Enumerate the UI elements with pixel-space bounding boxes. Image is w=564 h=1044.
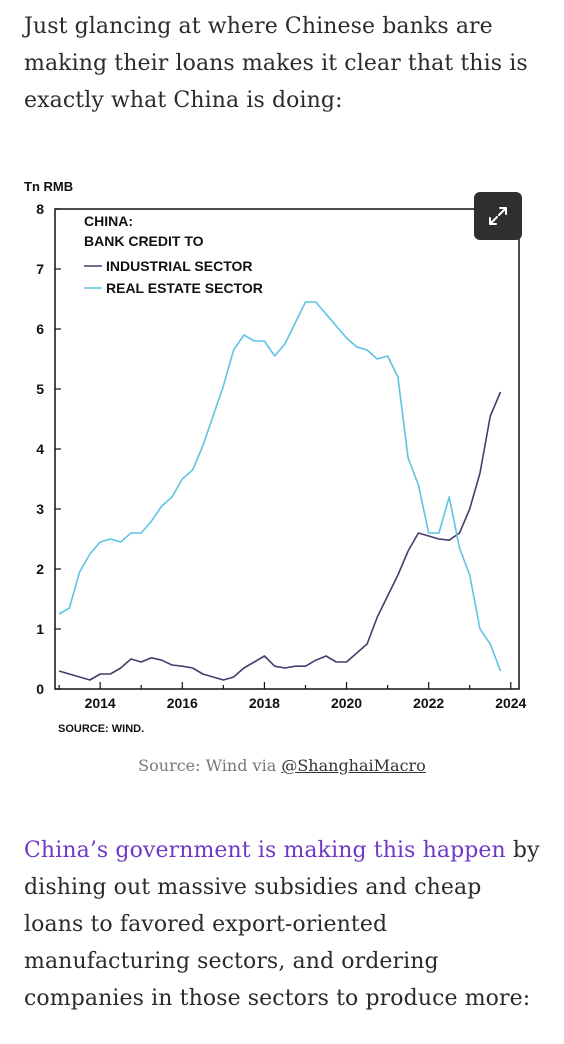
government-link[interactable]: China’s government is making this happen [24,838,506,863]
y-tick-label: 5 [36,381,44,397]
y-tick-label: 8 [36,201,44,217]
x-tick-label: 2024 [495,695,526,711]
series-lines [58,301,502,681]
bank-credit-chart: Tn RMB 0 1 2 3 4 5 6 7 8 2014 2016 2018 2020 2022 202… [24,179,527,735]
x-axis-ticks: 2014 2016 2018 2020 2022 2024 [58,682,527,711]
legend-title-line-1: CHINA: [84,213,133,229]
y-tick-label: 1 [36,621,44,637]
legend-label-industrial: INDUSTRIAL SECTOR [106,258,253,274]
y-tick-label: 2 [36,561,44,577]
y-tick-label: 0 [36,681,44,697]
y-axis-label: Tn RMB [24,179,73,194]
legend-title-line-2: BANK CREDIT TO [84,233,204,249]
y-tick-label: 7 [36,261,44,277]
y-axis-ticks: 0 1 2 3 4 5 6 7 8 [36,201,61,697]
legend: CHINA: BANK CREDIT TO INDUSTRIAL SECTOR … [84,213,263,296]
legend-label-real-estate: REAL ESTATE SECTOR [106,280,263,296]
x-tick-label: 2020 [331,695,362,711]
caption-source-link[interactable]: @ShanghaiMacro [281,756,426,775]
x-tick-label: 2018 [249,695,280,711]
chart-source-note: SOURCE: WIND. [58,723,144,735]
real-estate-sector-line [58,301,502,672]
y-tick-label: 6 [36,321,44,337]
chart-caption: Source: Wind via @ShanghaiMacro [0,756,564,775]
x-tick-label: 2014 [85,695,116,711]
caption-prefix: Source: Wind via [138,756,282,775]
expand-button[interactable] [474,192,522,240]
expand-icon [489,207,507,225]
y-tick-label: 3 [36,501,44,517]
body-paragraph: China’s government is making this happen… [24,832,544,1017]
body-text: by dishing out massive subsidies and che… [24,838,540,1011]
x-tick-label: 2016 [167,695,198,711]
industrial-sector-line [58,391,502,681]
x-tick-label: 2022 [413,695,444,711]
y-tick-label: 4 [36,441,44,457]
intro-paragraph: Just glancing at where Chinese banks are… [24,14,528,113]
